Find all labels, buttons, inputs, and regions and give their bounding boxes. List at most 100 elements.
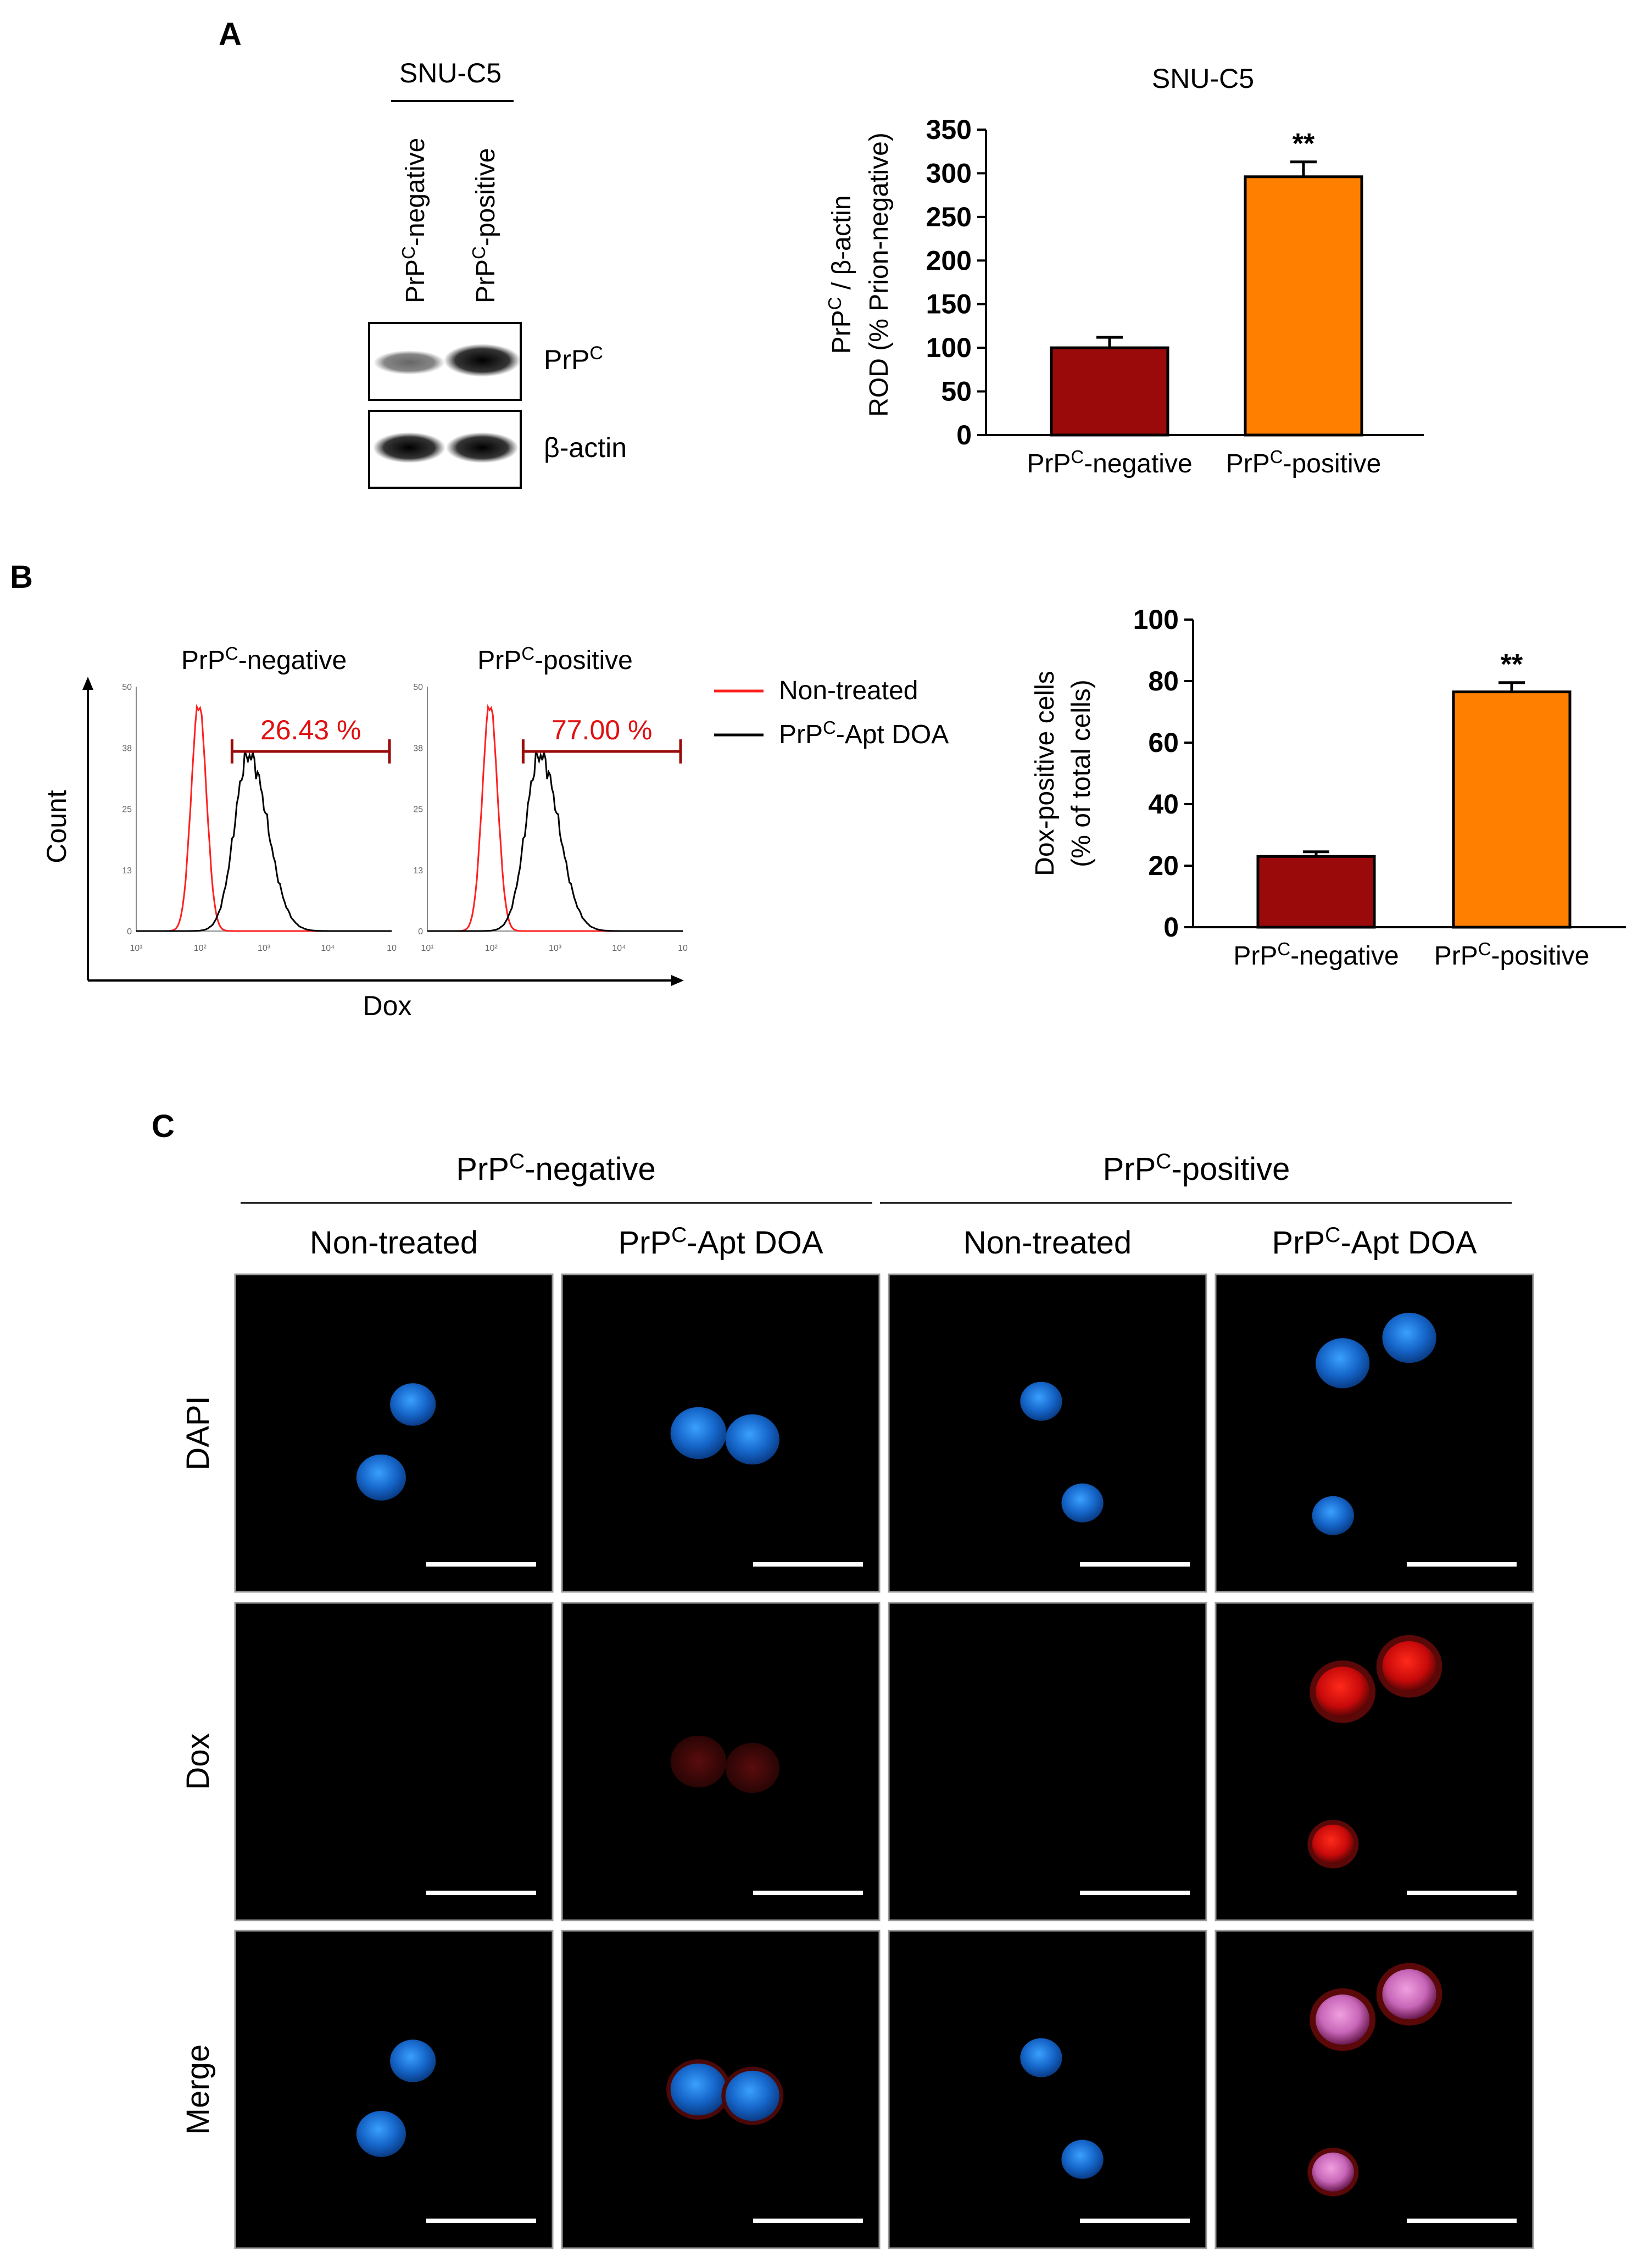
y-tick-label: 100 — [1133, 604, 1179, 635]
histogram-y-tick: 50 — [413, 683, 423, 692]
histogram-x-tick: 10⁴ — [612, 944, 626, 953]
column-header: PrPC-Apt DOA — [618, 1223, 823, 1261]
micro-panel-merge — [1215, 1930, 1534, 2249]
histogram-y-tick: 25 — [413, 805, 423, 815]
significance-mark: ** — [1501, 649, 1523, 681]
cell-nucleus — [1382, 1641, 1436, 1692]
bar-positive — [1452, 690, 1572, 929]
legend-label-nontreated: Non-treated — [779, 676, 918, 705]
flow-cytometry: Count Dox PrPC-negative 0 13 25 38 50 10¹ 10² 10… — [41, 643, 949, 1021]
panel-label-b: B — [10, 559, 33, 595]
cell-nucleus — [725, 2070, 779, 2121]
micro-image — [1215, 1602, 1534, 1921]
histogram-y-tick: 50 — [122, 683, 132, 692]
flow-histograms: PrPC-negative 0 13 25 38 50 10¹ 10² 10³ 10⁴ 10 26.4… — [122, 643, 688, 953]
y-axis-label-line2: (% of total cells) — [1067, 679, 1096, 867]
micro-panel-merge — [234, 1930, 554, 2249]
western-header: SNU-C5 — [399, 58, 502, 88]
y-axis-label-line1: PrPC / β-actin — [824, 196, 856, 354]
row-label-merge: Merge — [180, 2044, 216, 2135]
bar-negative — [1256, 855, 1376, 929]
cell-nucleus — [1312, 1496, 1355, 1535]
flow-big-x-arrow-icon — [671, 975, 684, 986]
micro-image — [234, 1273, 554, 1593]
cell-nucleus — [1382, 1969, 1436, 2020]
bar-positive — [1244, 175, 1363, 437]
microscopy: PrPC-negative PrPC-positive Non-treated P… — [180, 1150, 1534, 2249]
cell-nucleus — [1061, 2139, 1104, 2179]
micro-image — [1215, 1273, 1534, 1593]
band-actin-positive — [446, 432, 519, 463]
lane-label-positive: PrPC-positive — [469, 148, 500, 303]
cell-nucleus — [1316, 1338, 1370, 1389]
micro-panel-merge — [888, 1930, 1207, 2249]
flow-ylabel: Count — [41, 790, 72, 863]
histogram-y-tick: 38 — [122, 744, 132, 753]
flow-big-y-arrow-icon — [82, 677, 93, 690]
histogram-x-tick: 10⁴ — [321, 944, 335, 953]
y-tick-label: 300 — [926, 158, 972, 188]
cell-nucleus — [670, 2063, 727, 2116]
micro-panel-merge — [561, 1930, 881, 2249]
micro-image — [234, 1930, 554, 2249]
significance-mark: ** — [1293, 128, 1315, 160]
micro-panel-dapi — [888, 1273, 1207, 1593]
cell-nucleus — [1020, 2038, 1062, 2077]
row-label-dox: Dox — [180, 1733, 216, 1790]
microscopy-grid: Non-treated PrPC-Apt DOA Non-treated PrPC-A… — [180, 1223, 1534, 2249]
histogram-curve-treated — [427, 750, 683, 932]
cell-nucleus — [725, 1414, 779, 1465]
band-label-prp: PrPC — [544, 343, 603, 375]
row-label-dapi: DAPI — [180, 1396, 216, 1470]
cell-nucleus — [1382, 1312, 1436, 1363]
cell-nucleus — [1316, 1667, 1370, 1717]
dox-positive-bar-chart: 0 20 40 60 80 100 Dox-positive cells (% of tota… — [1030, 604, 1626, 971]
column-header: Non-treated — [963, 1225, 1132, 1261]
micro-panel-dox — [234, 1602, 554, 1921]
histogram-x-tick: 10² — [194, 944, 207, 953]
group-header-negative: PrPC-negative — [456, 1150, 655, 1187]
histogram-y-tick: 13 — [122, 866, 132, 876]
band-actin-negative — [373, 432, 445, 463]
histogram-x-tick: 10² — [485, 944, 498, 953]
gate-percentage: 77.00 % — [551, 715, 652, 745]
histogram-x-tick: 10³ — [258, 944, 271, 953]
y-tick-label: 100 — [926, 332, 972, 363]
panel-label-c: C — [152, 1108, 175, 1144]
micro-panel-dapi — [1215, 1273, 1534, 1593]
cell-nucleus — [1020, 1381, 1062, 1421]
flow-histogram-negative: PrPC-negative 0 13 25 38 50 10¹ 10² 10³ 10⁴ 10 26.4… — [122, 643, 397, 953]
flow-xlabel: Dox — [363, 990, 412, 1021]
micro-panel-dox — [1215, 1602, 1534, 1921]
micro-image — [888, 1930, 1207, 2249]
y-tick-label: 0 — [1163, 912, 1179, 943]
cell-nucleus — [390, 2039, 436, 2082]
category-label: PrPC-positive — [1434, 939, 1590, 971]
category-label: PrPC-positive — [1226, 447, 1381, 478]
histogram-x-tick: 10 — [387, 944, 397, 953]
chart-title: SNU-C5 — [1152, 63, 1254, 94]
histogram-x-tick: 10 — [678, 944, 688, 953]
micro-image — [888, 1273, 1207, 1593]
cell-nucleus — [356, 2110, 406, 2157]
y-tick-label: 20 — [1148, 850, 1179, 881]
band-label-actin: β-actin — [544, 432, 627, 463]
cell-nucleus — [1316, 1994, 1370, 2045]
micro-image — [1215, 1930, 1534, 2249]
y-axis-label-line1: Dox-positive cells — [1030, 671, 1060, 876]
lane-label-negative: PrPC-negative — [398, 138, 430, 303]
cell-nucleus — [356, 1454, 406, 1501]
western-blot: SNU-C5 PrPC-negative PrPC-positive PrPC … — [368, 58, 627, 489]
histogram-x-tick: 10¹ — [421, 944, 433, 953]
histogram-y-tick: 38 — [413, 744, 423, 753]
category-label: PrPC-negative — [1233, 939, 1399, 971]
histogram-y-tick: 25 — [122, 805, 132, 815]
panel-label-a: A — [219, 16, 242, 52]
category-label: PrPC-negative — [1027, 447, 1192, 478]
cell-nucleus — [1061, 1483, 1104, 1523]
cell-nucleus — [390, 1383, 436, 1426]
column-header: Non-treated — [310, 1225, 478, 1261]
cell-nucleus — [670, 1407, 727, 1459]
y-tick-label: 200 — [926, 245, 972, 276]
